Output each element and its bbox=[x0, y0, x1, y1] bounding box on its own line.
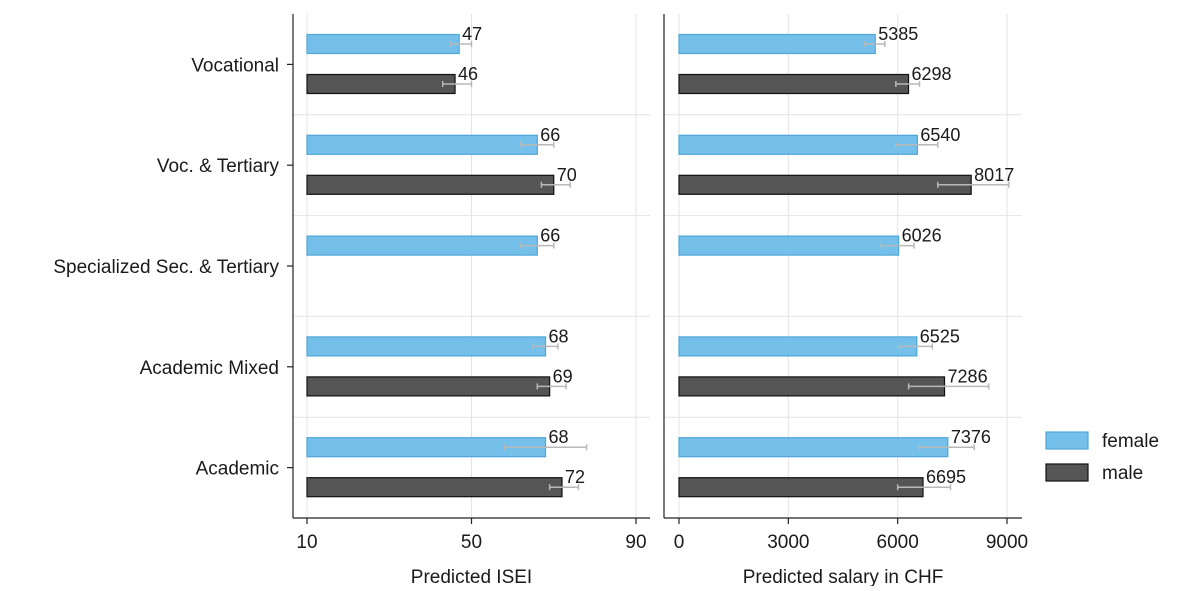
male-bar bbox=[678, 376, 946, 397]
value-label: 5385 bbox=[878, 24, 918, 44]
value-label: 66 bbox=[540, 226, 560, 246]
male-bar bbox=[678, 477, 924, 498]
male-bar bbox=[678, 174, 972, 195]
male-bar bbox=[678, 73, 910, 95]
legend-swatch-male bbox=[1045, 463, 1089, 482]
value-label: 7286 bbox=[948, 366, 988, 386]
value-label: 6540 bbox=[920, 125, 960, 145]
value-label: 8017 bbox=[974, 165, 1014, 185]
value-label: 46 bbox=[458, 64, 478, 84]
legend-label-male: male bbox=[1102, 463, 1143, 484]
female-bar bbox=[678, 33, 876, 55]
female-bar bbox=[306, 134, 538, 155]
male-bar bbox=[306, 376, 551, 397]
female-bar bbox=[678, 134, 918, 155]
legend-label-female: female bbox=[1102, 431, 1159, 452]
x-tick-label: 50 bbox=[461, 532, 482, 553]
legend-swatch-female bbox=[1045, 431, 1089, 450]
female-bar bbox=[306, 33, 460, 55]
x-tick-label: 9000 bbox=[986, 532, 1028, 553]
category-label: Specialized Sec. & Tertiary bbox=[53, 257, 279, 278]
value-label: 68 bbox=[549, 427, 569, 447]
category-label: Academic bbox=[196, 459, 279, 480]
value-label: 69 bbox=[553, 366, 573, 386]
male-bar bbox=[306, 174, 555, 195]
value-label: 6298 bbox=[912, 64, 952, 84]
female-bar bbox=[678, 235, 900, 256]
x-tick-label: 10 bbox=[296, 532, 317, 553]
x-axis-title: Predicted salary in CHF bbox=[743, 567, 944, 586]
female-bar bbox=[306, 336, 547, 357]
value-label: 72 bbox=[565, 467, 585, 487]
value-label: 6695 bbox=[926, 467, 966, 487]
value-label: 7376 bbox=[951, 427, 991, 447]
female-bar bbox=[678, 437, 949, 458]
value-label: 6026 bbox=[902, 226, 942, 246]
value-label: 68 bbox=[549, 326, 569, 346]
male-bar bbox=[306, 477, 563, 498]
value-label: 47 bbox=[462, 24, 482, 44]
female-bar bbox=[306, 235, 538, 256]
value-label: 66 bbox=[540, 125, 560, 145]
x-tick-label: 3000 bbox=[767, 532, 809, 553]
value-label: 6525 bbox=[920, 326, 960, 346]
category-label: Vocational bbox=[191, 55, 279, 76]
x-tick-label: 90 bbox=[625, 532, 646, 553]
category-label: Academic Mixed bbox=[140, 358, 279, 379]
category-label: Voc. & Tertiary bbox=[157, 156, 280, 177]
value-label: 70 bbox=[557, 165, 577, 185]
male-bar bbox=[306, 73, 456, 95]
x-axis-title: Predicted ISEI bbox=[411, 567, 532, 586]
x-tick-label: 0 bbox=[674, 532, 685, 553]
x-tick-label: 6000 bbox=[877, 532, 919, 553]
female-bar bbox=[678, 336, 918, 357]
